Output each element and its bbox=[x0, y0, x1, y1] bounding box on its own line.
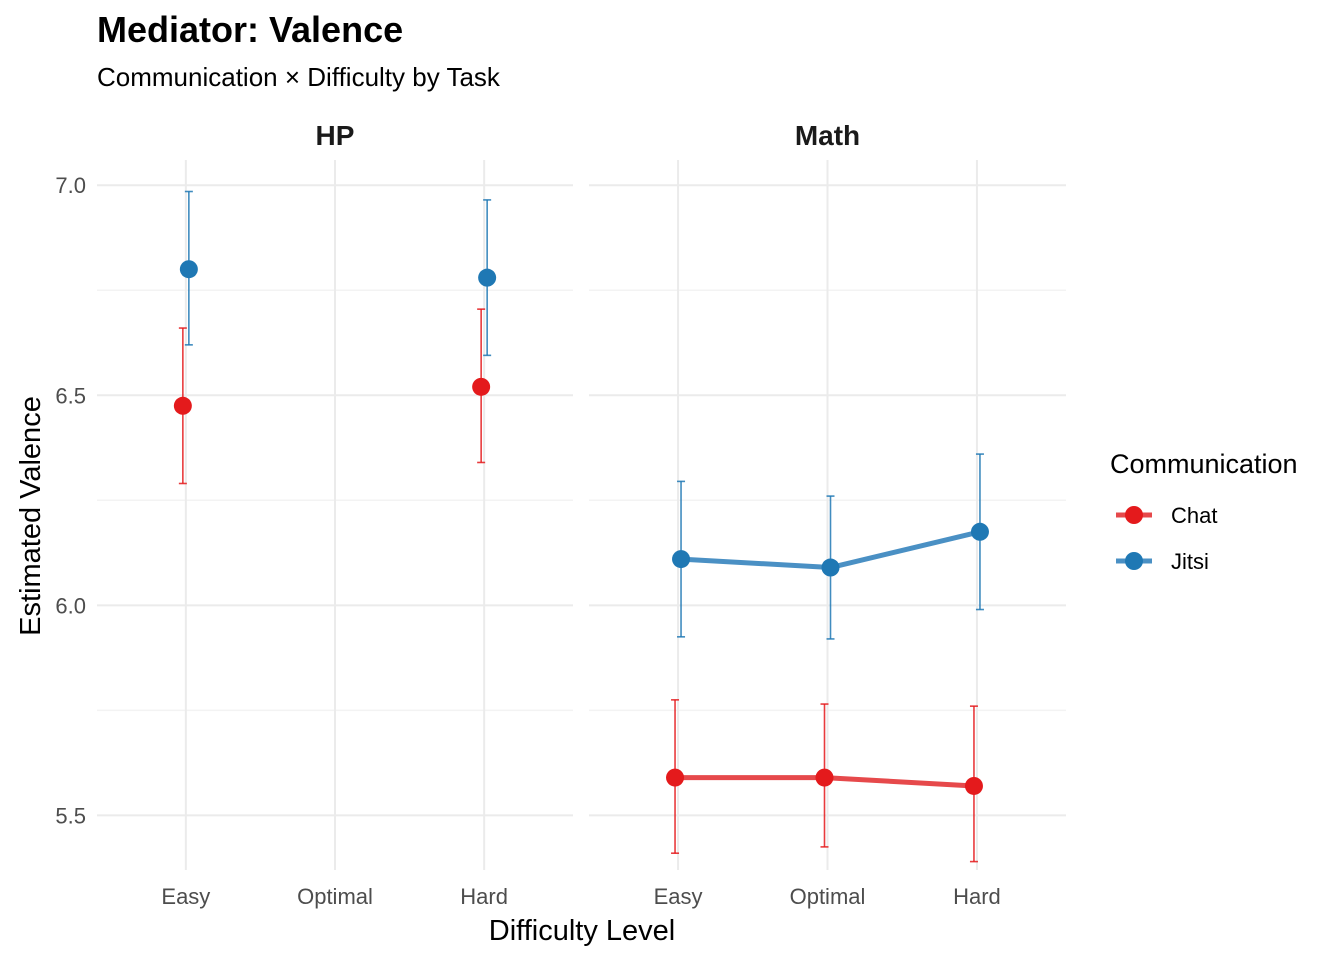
x-axis-ticks: Easy Optimal Hard Easy Optimal Hard bbox=[161, 884, 1000, 909]
data-point-chat bbox=[472, 377, 491, 396]
legend-key-point bbox=[1125, 552, 1143, 570]
y-axis-title: Estimated Valence bbox=[15, 396, 47, 636]
chart-title: Mediator: Valence bbox=[97, 9, 403, 50]
x-tick-label: Easy bbox=[161, 884, 210, 909]
data-point-jitsi bbox=[821, 558, 840, 577]
legend-item-jitsi: Jitsi bbox=[1116, 549, 1209, 574]
x-tick-label: Hard bbox=[953, 884, 1001, 909]
legend-item-chat: Chat bbox=[1116, 503, 1217, 528]
facet-label: Math bbox=[795, 120, 860, 151]
data-point-jitsi bbox=[179, 260, 198, 279]
data-point-chat bbox=[173, 396, 192, 415]
series-line-jitsi bbox=[678, 556, 833, 571]
legend-key-point bbox=[1125, 506, 1143, 524]
y-tick-label: 5.5 bbox=[55, 803, 86, 828]
x-tick-label: Easy bbox=[654, 884, 703, 909]
series-line-jitsi bbox=[828, 529, 983, 571]
legend-title: Communication bbox=[1110, 449, 1298, 479]
chart-subtitle: Communication × Difficulty by Task bbox=[97, 62, 501, 92]
data-point-jitsi bbox=[672, 550, 691, 569]
legend-label: Jitsi bbox=[1171, 549, 1209, 574]
data-point-chat bbox=[666, 768, 685, 787]
facet-panels: HP Math bbox=[97, 120, 1066, 870]
x-tick-label: Optimal bbox=[297, 884, 373, 909]
x-tick-label: Optimal bbox=[790, 884, 866, 909]
data-point-jitsi bbox=[478, 268, 497, 287]
data-point-chat bbox=[964, 776, 983, 795]
data-point-chat bbox=[815, 768, 834, 787]
x-axis-title: Difficulty Level bbox=[489, 915, 675, 947]
y-axis-ticks: 5.5 6.0 6.5 7.0 bbox=[55, 173, 86, 828]
legend-label: Chat bbox=[1171, 503, 1217, 528]
facet-label: HP bbox=[316, 120, 355, 151]
y-tick-label: 6.0 bbox=[55, 593, 86, 618]
y-tick-label: 6.5 bbox=[55, 383, 86, 408]
data-point-jitsi bbox=[970, 522, 989, 541]
facet-panel-math: Math bbox=[589, 120, 1066, 870]
series-line-chat bbox=[822, 775, 977, 789]
y-tick-label: 7.0 bbox=[55, 173, 86, 198]
facet-panel-hp: HP bbox=[97, 120, 573, 870]
legend: Communication Chat Jitsi bbox=[1110, 449, 1298, 574]
x-tick-label: Hard bbox=[460, 884, 508, 909]
